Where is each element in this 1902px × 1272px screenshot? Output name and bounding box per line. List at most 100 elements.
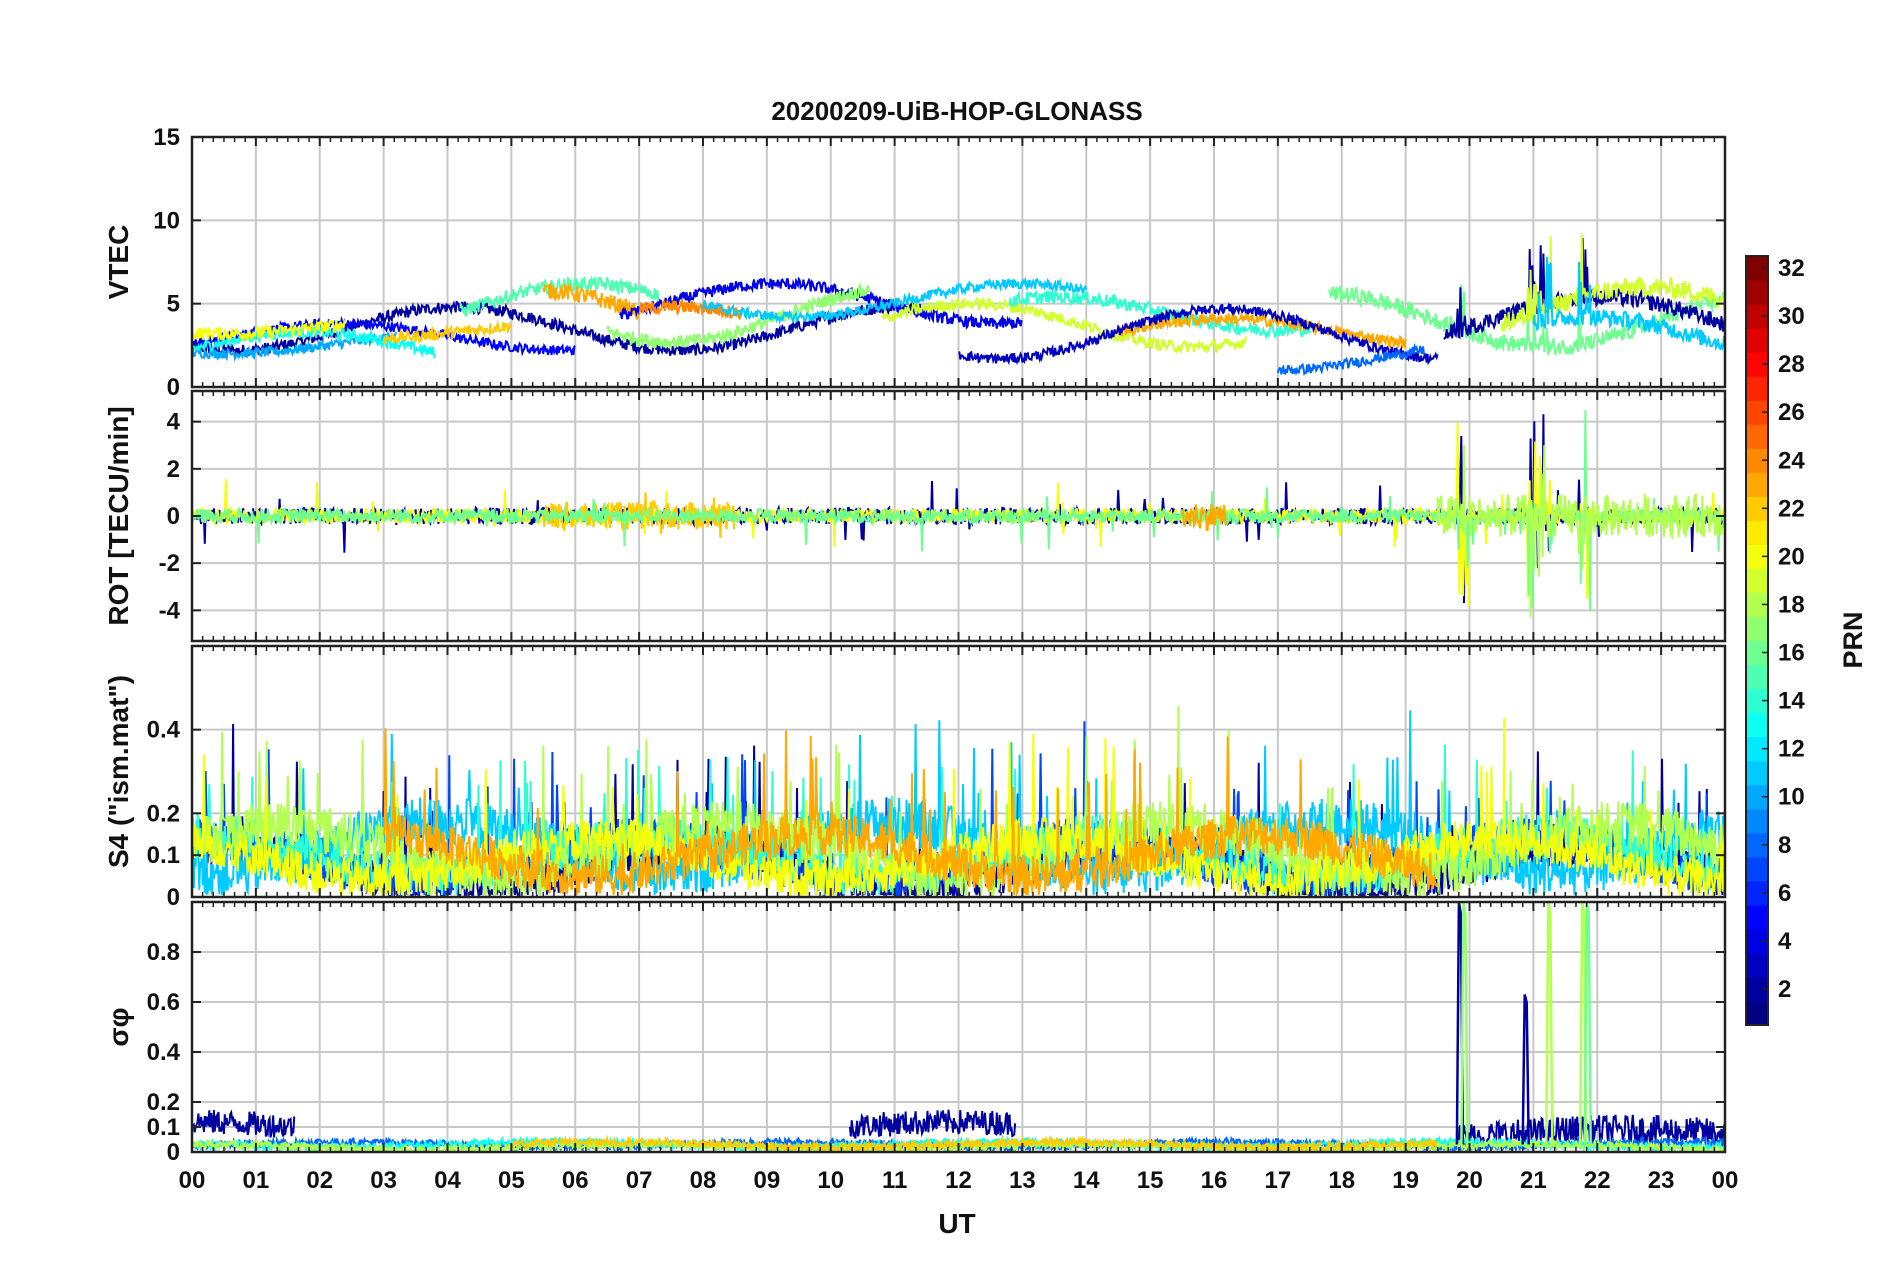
- series-line-prn-8: [1276, 342, 1425, 377]
- colorbar-segment: [1746, 472, 1768, 497]
- colorbar-tick-label: 18: [1778, 591, 1805, 618]
- series-line-prn-19: [881, 296, 1247, 355]
- y-tick-label: 0.1: [147, 842, 180, 869]
- colorbar-segment: [1746, 880, 1768, 906]
- x-tick-label: 02: [306, 1167, 333, 1194]
- series-line-prn-23: [382, 728, 1439, 897]
- x-tick-label: 19: [1392, 1167, 1419, 1194]
- series-line-prn-15: [459, 275, 660, 318]
- colorbar-tick-label: 12: [1778, 736, 1805, 763]
- series-line-prn-23: [1181, 503, 1228, 532]
- colorbar-tick-label: 22: [1778, 495, 1805, 522]
- x-axis: 00 01 02 03 04 05 06 07 08 09 10 11 12 13 14 15 16 17 18 19…: [179, 1167, 1739, 1194]
- colorbar-tick-label: 20: [1778, 543, 1805, 570]
- y-tick-label: 5: [167, 291, 180, 318]
- x-tick-label: 00: [1712, 1167, 1739, 1194]
- y-tick-label: 0.1: [147, 1114, 180, 1141]
- x-tick-label: 17: [1265, 1167, 1292, 1194]
- colorbar-segment: [1746, 256, 1768, 281]
- series-line-prn-14: [1008, 289, 1311, 340]
- colorbar-tick-label: 10: [1778, 784, 1805, 811]
- colorbar-tick-label: 30: [1778, 303, 1805, 330]
- colorbar-segment: [1746, 856, 1768, 882]
- colorbar-segment: [1746, 736, 1768, 762]
- y-tick-label: 4: [167, 409, 181, 436]
- y-tick-label: 10: [153, 207, 180, 234]
- spike-prn-16: [1583, 902, 1592, 1145]
- series-group-vtec: [192, 233, 1725, 377]
- panel-sigma_phi: 00.10.2 0.4 0.6 0.8 σφ: [103, 900, 1727, 1166]
- x-tick-label: 00: [179, 1167, 206, 1194]
- colorbar-segment: [1746, 448, 1768, 473]
- y-axis-label-rot: ROT [TECU/min]: [103, 406, 134, 625]
- colorbar-segment: [1746, 760, 1768, 786]
- panel-vtec: 0 5 10 15 VTEC: [103, 124, 1727, 401]
- y-axis-label-sigma_phi: σφ: [103, 1007, 134, 1046]
- x-tick-label: 11: [882, 1167, 907, 1194]
- series-line-prn-20: [192, 318, 347, 342]
- series-line-prn-17: [606, 281, 871, 349]
- colorbar-segment: [1746, 712, 1768, 738]
- y-axis-label-vtec: VTEC: [103, 225, 134, 300]
- axes-box-vtec: [190, 135, 1727, 389]
- colorbar-segment: [1746, 952, 1768, 978]
- colorbar-segment: [1746, 928, 1768, 954]
- colorbar-tick-label: 26: [1778, 399, 1805, 426]
- x-tick-label: 14: [1073, 1167, 1100, 1194]
- x-tick-label: 15: [1137, 1167, 1164, 1194]
- x-tick-label: 23: [1648, 1167, 1675, 1194]
- colorbar-tick-label: 2: [1778, 976, 1791, 1003]
- colorbar-segment: [1746, 376, 1768, 401]
- y-tick-label: 0.4: [147, 717, 181, 744]
- colorbar-segment: [1746, 976, 1768, 1002]
- y-tick-label: 0: [167, 884, 180, 911]
- colorbar-segment: [1746, 568, 1768, 594]
- axes-box-s4: [190, 644, 1727, 899]
- colorbar-tick-label: 16: [1778, 640, 1805, 667]
- colorbar-segment: [1746, 400, 1768, 425]
- colorbar-segment: [1746, 328, 1768, 353]
- spike-prn-17: [1460, 902, 1469, 1145]
- x-tick-label: 12: [945, 1167, 972, 1194]
- colorbar-tick-label: 8: [1778, 832, 1791, 859]
- colorbar-tick-label: 4: [1778, 928, 1792, 955]
- x-tick-label: 20: [1456, 1167, 1483, 1194]
- series-line-prn-11: [1532, 256, 1725, 352]
- colorbar-segment: [1746, 1000, 1768, 1026]
- y-tick-label: 15: [153, 124, 180, 151]
- colorbar-segment: [1746, 832, 1768, 858]
- colorbar-segment: [1746, 280, 1768, 305]
- series-line-prn-3: [958, 301, 1439, 366]
- y-tick-label: 0: [167, 374, 180, 401]
- series-line-prn-18: [1436, 445, 1725, 618]
- y-tick-label: 0.8: [147, 939, 180, 966]
- y-tick-label: -2: [159, 550, 180, 577]
- colorbar-tick-label: 32: [1778, 255, 1805, 282]
- x-tick-label: 05: [498, 1167, 525, 1194]
- y-tick-label: 2: [167, 456, 180, 483]
- x-tick-label: 21: [1520, 1167, 1547, 1194]
- chart-title: 20200209-UiB-HOP-GLONASS: [771, 96, 1142, 126]
- colorbar-segment: [1746, 808, 1768, 834]
- colorbar-segment: [1746, 544, 1768, 570]
- axes-box-sigma_phi: [190, 900, 1727, 1154]
- x-tick-label: 09: [754, 1167, 781, 1194]
- panel-s4: 0 0.1 0.2 0.4 S4 ("ism.mat"): [103, 644, 1727, 911]
- y-axis-label-s4: S4 ("ism.mat"): [103, 675, 134, 868]
- series-line-prn-4: [619, 276, 1023, 330]
- colorbar-segment: [1746, 688, 1768, 714]
- x-tick-label: 22: [1584, 1167, 1611, 1194]
- colorbar-tick-label: 28: [1778, 351, 1805, 378]
- x-axis-label: UT: [938, 1208, 975, 1239]
- axes-box-rot: [190, 389, 1727, 643]
- colorbar-segment: [1746, 520, 1768, 545]
- y-tick-label: 0.6: [147, 989, 180, 1016]
- colorbar-tick-label: 24: [1778, 447, 1805, 474]
- colorbar-segment: [1746, 592, 1768, 618]
- colorbar-segment: [1746, 496, 1768, 521]
- colorbar-segment: [1746, 640, 1768, 666]
- series-line-prn-23: [542, 282, 641, 321]
